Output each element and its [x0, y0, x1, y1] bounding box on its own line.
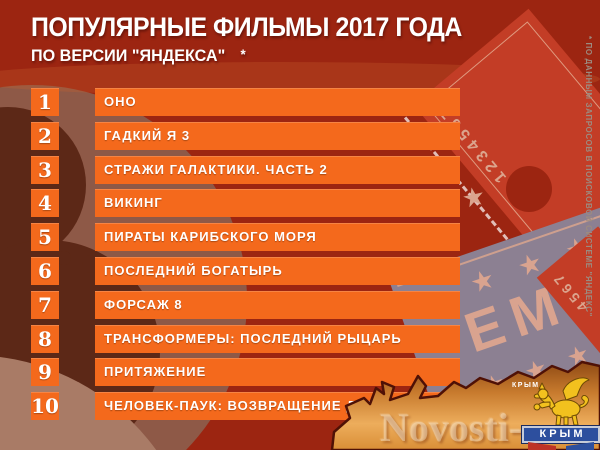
film-title: ТРАНСФОРМЕРЫ: ПОСЛЕДНИЙ РЫЦАРЬ	[104, 331, 402, 346]
film-title: ГАДКИЙ Я 3	[104, 128, 191, 143]
rank-row: 6 ПОСЛЕДНИЙ БОГАТЫРЬ	[0, 257, 600, 285]
film-bar: ПОСЛЕДНИЙ БОГАТЫРЬ	[95, 257, 460, 285]
film-bar: ГАДКИЙ Я 3	[95, 122, 460, 150]
rank-number: 2	[31, 122, 59, 150]
rank-row: 5 ПИРАТЫ КАРИБСКОГО МОРЯ	[0, 223, 600, 251]
film-title: СТРАЖИ ГАЛАКТИКИ. ЧАСТЬ 2	[104, 162, 328, 177]
watermark: Novosti-	[380, 405, 523, 450]
rank-number: 4	[31, 189, 59, 217]
film-reel-hole-icon	[57, 251, 71, 265]
footnote-vertical: * ПО ДАННЫМ ЗАПРОСОВ В ПОИСКОВОЙ СИСТЕМЕ…	[584, 36, 593, 318]
rank-row: 7 ФОРСАЖ 8	[0, 291, 600, 319]
film-title: ВИКИНГ	[104, 195, 163, 210]
film-bar: СТРАЖИ ГАЛАКТИКИ. ЧАСТЬ 2	[95, 156, 460, 184]
rank-row: 2 ГАДКИЙ Я 3	[0, 122, 600, 150]
asterisk-mark: *	[240, 46, 246, 62]
rank-row: 1 ОНО	[0, 88, 600, 116]
film-bar: ТРАНСФОРМЕРЫ: ПОСЛЕДНИЙ РЫЦАРЬ	[95, 325, 460, 353]
logo-ribbon-red	[528, 442, 556, 450]
logo-text: КРЫМ	[539, 428, 586, 440]
film-title: ФОРСАЖ 8	[104, 297, 183, 312]
page-title: ПОПУЛЯРНЫЕ ФИЛЬМЫ 2017 ГОДА	[31, 12, 462, 42]
rank-number: 10	[31, 392, 59, 420]
film-title: ЧЕЛОВЕК-ПАУК: ВОЗВРАЩЕНИЕ ДОМОЙ	[104, 398, 401, 413]
rank-row: 4 ВИКИНГ	[0, 189, 600, 217]
rank-number: 1	[31, 88, 59, 116]
ticket-notch	[506, 166, 552, 212]
logo-banner: КРЫМ	[522, 426, 600, 443]
film-title: ПРИТЯЖЕНИЕ	[104, 364, 207, 379]
krym-logo: КРЫМ	[522, 374, 600, 450]
film-bar: ВИКИНГ	[95, 189, 460, 217]
rank-number: 3	[31, 156, 59, 184]
film-bar: ФОРСАЖ 8	[95, 291, 460, 319]
logo-ribbon-blue	[566, 442, 594, 450]
film-bar: ПРИТЯЖЕНИЕ	[95, 358, 460, 386]
rank-number: 6	[31, 257, 59, 285]
page-subtitle: ПО ВЕРСИИ "ЯНДЕКСА" *	[31, 46, 476, 66]
film-title: ПИРАТЫ КАРИБСКОГО МОРЯ	[104, 229, 317, 244]
map-label: КРЫМ	[512, 382, 540, 389]
film-bar: ПИРАТЫ КАРИБСКОГО МОРЯ	[95, 223, 460, 251]
rank-row: 9 ПРИТЯЖЕНИЕ	[0, 358, 600, 386]
rank-number: 7	[31, 291, 59, 319]
film-bar: ОНО	[95, 88, 460, 116]
film-title: ПОСЛЕДНИЙ БОГАТЫРЬ	[104, 263, 283, 278]
rank-number: 5	[31, 223, 59, 251]
rank-row: 3 СТРАЖИ ГАЛАКТИКИ. ЧАСТЬ 2	[0, 156, 600, 184]
header: ПОПУЛЯРНЫЕ ФИЛЬМЫ 2017 ГОДА ПО ВЕРСИИ "Я…	[31, 12, 499, 66]
griffin-icon	[533, 377, 590, 426]
film-title: ОНО	[104, 94, 137, 109]
rank-number: 8	[31, 325, 59, 353]
rank-row: 8 ТРАНСФОРМЕРЫ: ПОСЛЕДНИЙ РЫЦАРЬ	[0, 325, 600, 353]
rank-number: 9	[31, 358, 59, 386]
subtitle-text: ПО ВЕРСИИ "ЯНДЕКСА"	[31, 46, 226, 65]
